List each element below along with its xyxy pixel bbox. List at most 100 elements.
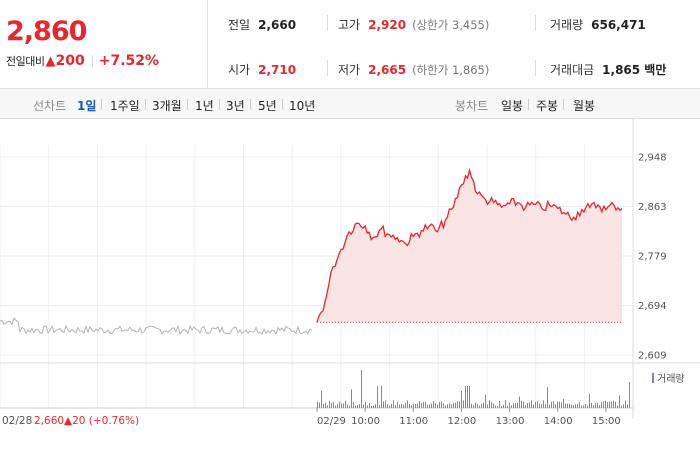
x-axis: 02/29 10:00 11:00 12:00 13:00 14:00 15:00 xyxy=(316,408,621,427)
stat-amount: 거래대금 1,865 백만 xyxy=(550,61,666,78)
volume-bar xyxy=(453,403,454,408)
volume-bar xyxy=(389,405,390,408)
tab-period-10y[interactable]: 10년 xyxy=(289,99,316,113)
volume-bars xyxy=(317,370,630,408)
stat-label: 시가 xyxy=(228,63,251,77)
volume-bar xyxy=(535,402,536,408)
divider xyxy=(327,60,328,76)
volume-bar xyxy=(317,401,318,408)
volume-bar xyxy=(477,403,478,408)
volume-bar xyxy=(371,406,372,408)
volume-bar xyxy=(459,401,460,408)
volume-bar xyxy=(365,402,366,408)
volume-legend: 거래량 xyxy=(652,373,685,385)
tab-period-3m[interactable]: 3개월 xyxy=(152,99,182,113)
volume-bar xyxy=(487,404,488,408)
volume-bar xyxy=(427,404,428,408)
volume-bar xyxy=(599,405,600,408)
divider xyxy=(101,99,102,110)
tab-candle-monthly[interactable]: 월봉 xyxy=(573,99,596,113)
volume-bar xyxy=(323,404,324,408)
volume-bar xyxy=(523,401,524,408)
upper-limit: (상한가 3,455) xyxy=(412,18,490,32)
tab-period-5y[interactable]: 5년 xyxy=(258,99,277,113)
volume-bar xyxy=(583,405,584,408)
volume-bar xyxy=(359,404,360,408)
stat-value: 2,660 xyxy=(258,18,297,32)
volume-bar xyxy=(393,400,394,408)
y-tick-label: 2,779 xyxy=(638,252,667,263)
volume-bar xyxy=(407,400,408,408)
volume-bar xyxy=(625,400,626,408)
volume-bar xyxy=(515,403,516,408)
x-tick-label: 12:00 xyxy=(447,416,476,427)
volume-bar xyxy=(545,404,546,408)
volume-bar xyxy=(605,400,606,408)
volume-bar xyxy=(551,401,552,408)
volume-bar xyxy=(397,401,398,408)
volume-bar xyxy=(509,402,510,408)
tab-candle-daily[interactable]: 일봉 xyxy=(501,99,524,113)
tab-period-3y[interactable]: 3년 xyxy=(226,99,245,113)
divider xyxy=(535,60,536,76)
volume-bar xyxy=(473,405,474,408)
volume-bar xyxy=(413,404,414,408)
volume-bar xyxy=(457,401,458,408)
volume-bar xyxy=(461,391,462,408)
intraday-chart: 2,948 2,863 2,779 2,694 2,609 02/29 10:00 11:0… xyxy=(0,119,700,427)
volume-bar xyxy=(609,401,610,408)
price-box: 2,860 전일대비 ▲ 200 +7.52% xyxy=(0,0,208,88)
y-tick-label: 2,609 xyxy=(638,351,667,362)
volume-bar xyxy=(567,403,568,408)
stat-value: 2,920 xyxy=(368,18,407,32)
volume-bar xyxy=(581,405,582,408)
volume-bar xyxy=(585,404,586,408)
volume-bar xyxy=(513,403,514,408)
volume-bar xyxy=(623,404,624,408)
volume-bar xyxy=(467,386,468,408)
volume-bar xyxy=(423,402,424,408)
volume-bar xyxy=(417,403,418,408)
volume-bar xyxy=(507,405,508,408)
volume-bar xyxy=(451,404,452,408)
volume-bar xyxy=(377,386,378,408)
tab-period-1w[interactable]: 1주일 xyxy=(110,99,140,113)
volume-bar xyxy=(495,405,496,408)
volume-bar xyxy=(383,401,384,408)
volume-bar xyxy=(607,402,608,408)
stat-volume: 거래량 656,471 xyxy=(550,16,646,33)
stat-label: 저가 xyxy=(338,63,361,77)
prev-date: 02/28 xyxy=(2,415,32,427)
x-tick-label: 13:00 xyxy=(496,416,525,427)
volume-bar xyxy=(471,403,472,408)
price-series xyxy=(316,167,623,323)
volume-bar xyxy=(391,403,392,408)
price-area xyxy=(316,167,623,323)
tab-period-1d[interactable]: 1일 xyxy=(77,99,97,113)
volume-bar xyxy=(449,403,450,408)
volume-bar xyxy=(425,401,426,408)
tab-candle-weekly[interactable]: 주봉 xyxy=(536,99,559,113)
volume-bar xyxy=(319,402,320,408)
volume-bar xyxy=(499,400,500,408)
volume-bar xyxy=(595,402,596,408)
volume-bar xyxy=(337,403,338,408)
volume-bar xyxy=(589,393,590,408)
volume-bar xyxy=(555,404,556,408)
divider xyxy=(219,99,220,110)
stat-label: 거래량 xyxy=(550,18,584,32)
volume-bar xyxy=(325,402,326,408)
volume-bar xyxy=(415,404,416,408)
volume-bar xyxy=(367,405,368,408)
volume-bar xyxy=(517,402,518,408)
up-triangle-icon: ▲ xyxy=(45,53,56,69)
divider xyxy=(535,15,536,31)
volume-bar xyxy=(593,405,594,408)
tab-period-1y[interactable]: 1년 xyxy=(195,99,214,113)
volume-bar xyxy=(613,400,614,408)
stat-value: 656,471 xyxy=(591,18,646,32)
volume-bar xyxy=(479,405,480,408)
volume-bar xyxy=(543,400,544,408)
volume-bar xyxy=(587,405,588,408)
previous-day-line xyxy=(0,316,313,336)
